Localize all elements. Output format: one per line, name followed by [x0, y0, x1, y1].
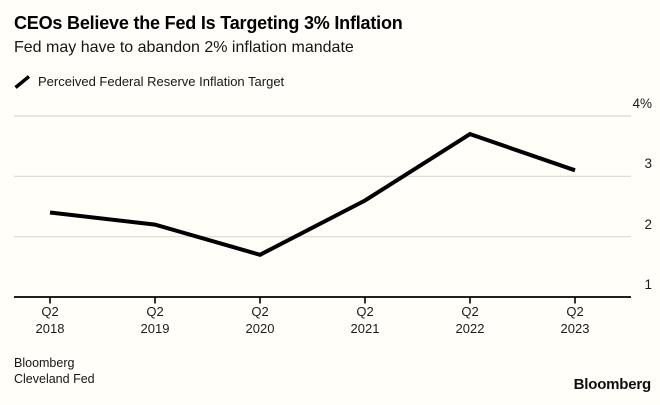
line-slash-icon: [14, 74, 31, 89]
y-axis-label: 1: [644, 277, 652, 292]
x-axis-label: Q2 2019: [140, 304, 170, 336]
x-axis-label: Q2 2018: [35, 304, 65, 336]
x-axis-label: Q2 2020: [245, 304, 275, 336]
legend-label: Perceived Federal Reserve Inflation Targ…: [38, 74, 285, 89]
source-line: Cleveland Fed: [14, 371, 95, 386]
chart-subtitle: Fed may have to abandon 2% inflation man…: [14, 39, 354, 56]
x-axis-label: Q2 2022: [455, 304, 485, 336]
x-axis-label: Q2 2021: [350, 304, 380, 336]
y-axis-label: 3: [644, 156, 652, 172]
source-line: Bloomberg: [14, 356, 75, 370]
source-attribution: Bloomberg Cleveland Fed: [14, 356, 95, 387]
bloomberg-logo: Bloomberg: [573, 376, 652, 393]
x-axis-label: Q2 2023: [560, 304, 590, 336]
legend: Perceived Federal Reserve Inflation Targ…: [14, 74, 284, 89]
series-line: [49, 131, 576, 257]
chart-title: CEOs Believe the Fed Is Targeting 3% Inf…: [14, 13, 403, 33]
y-axis-label: 4%: [632, 96, 652, 111]
y-axis-label: 2: [644, 216, 652, 232]
